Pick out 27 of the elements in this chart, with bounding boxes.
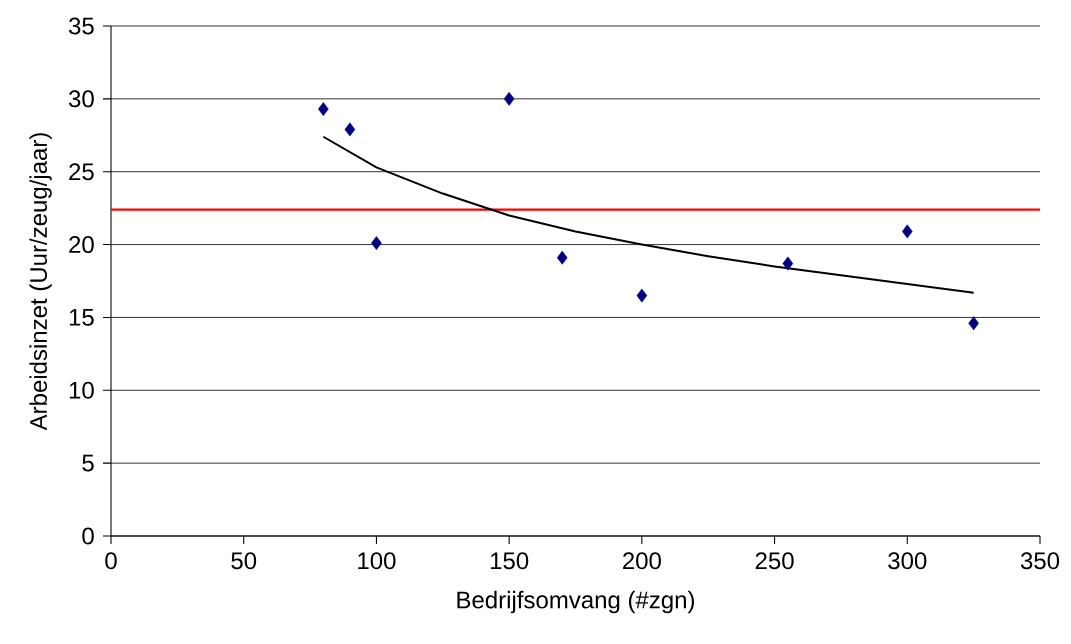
point [371,236,382,251]
y-tick-label: 25 [69,163,94,181]
y-tick-label: 5 [82,454,94,472]
point [636,288,648,303]
point [344,122,356,137]
y-axis-title: Arbeidsinzet (Uur/zeug/jaar) [29,133,52,431]
x-tick-label: 350 [1020,552,1060,570]
x-tick-label: 250 [755,552,794,570]
x-tick-label: 150 [490,552,529,570]
x-axis-title: Bedrijfsomvang (#zgn) [457,590,695,614]
point [503,91,515,106]
x-tick-label: 0 [105,552,117,570]
y-tick-label: 35 [68,17,94,35]
y-tick-label: 10 [69,381,94,399]
y-tick-label: 0 [82,527,94,545]
point [318,102,329,116]
y-tick-label: 20 [69,236,94,254]
y-tick-label: 30 [68,90,94,108]
x-tick-label: 200 [623,552,661,570]
point [782,256,794,271]
y-tick-label: 15 [69,309,94,326]
point [902,224,913,239]
point [968,316,979,331]
x-tick-label: 50 [231,552,257,570]
x-tick-label: 300 [888,552,927,570]
x-tick-label: 100 [358,552,396,570]
point [556,250,568,265]
